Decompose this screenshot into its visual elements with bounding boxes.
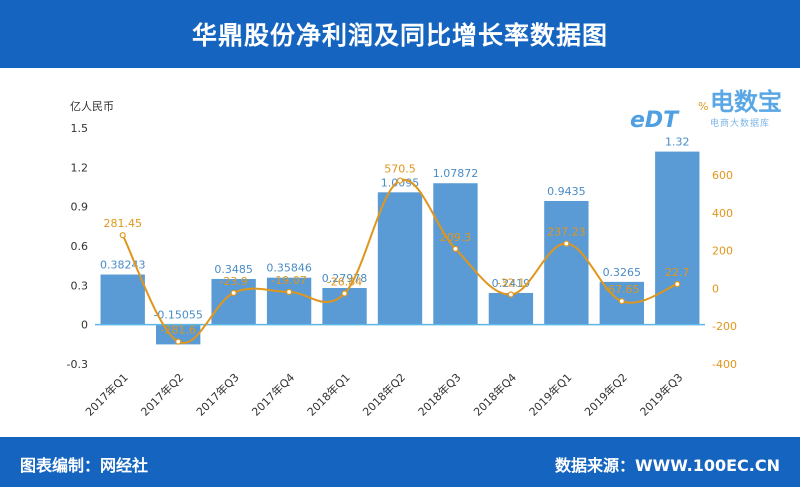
- bar: [655, 151, 700, 325]
- bar-label: 0.38243: [100, 259, 146, 272]
- line-label: -26.84: [327, 275, 362, 288]
- y-tick-left: 0.6: [71, 240, 89, 253]
- line-point: [618, 298, 625, 305]
- x-tick-label: 2019年Q2: [581, 370, 630, 419]
- x-tick-label: 2018年Q1: [304, 370, 353, 419]
- chart-title: 华鼎股份净利润及同比增长率数据图: [191, 21, 608, 50]
- line-label: -281.6: [160, 324, 195, 337]
- bar-label: -0.15055: [153, 309, 202, 322]
- bar: [433, 183, 478, 325]
- header-bar: 华鼎股份净利润及同比增长率数据图: [0, 0, 800, 68]
- logo: eDT 电数宝 电商大数据库: [630, 74, 795, 136]
- y-axis-right-title: %: [698, 100, 708, 113]
- x-tick-label: 2017年Q4: [249, 370, 298, 419]
- y-tick-left: -0.3: [67, 358, 88, 371]
- line-point: [230, 289, 237, 297]
- bar: [377, 192, 423, 325]
- y-tick-left: 0.9: [71, 201, 89, 214]
- bar-label: 0.2419: [492, 277, 531, 290]
- bar-label: 1.32: [665, 136, 690, 149]
- bar: [488, 292, 534, 325]
- x-tick-label: 2017年Q2: [138, 370, 187, 419]
- line-point: [119, 232, 126, 239]
- line-point: [396, 177, 404, 184]
- y-tick-right: 0: [712, 282, 719, 295]
- y-tick-right: 600: [712, 169, 733, 182]
- bar: [544, 200, 589, 325]
- bar: [100, 274, 145, 325]
- line-label: -23.9: [219, 275, 247, 288]
- line-label: 209.3: [440, 231, 472, 244]
- footer-source-left: 图表编制：网经社: [20, 456, 149, 475]
- line-label: 22.7: [665, 266, 690, 279]
- bar: [211, 278, 256, 325]
- logo-subtitle: 电商大数据库: [710, 119, 771, 129]
- y-tick-right: -200: [712, 320, 737, 333]
- line-label: -32.1: [497, 276, 525, 289]
- x-tick-label: 2017年Q3: [193, 370, 242, 419]
- y-tick-right: 400: [712, 207, 733, 220]
- line-point: [563, 240, 570, 247]
- line-point: [175, 338, 182, 345]
- x-tick-label: 2019年Q3: [637, 370, 686, 419]
- x-tick-label: 2018年Q3: [415, 370, 464, 419]
- logo-edt: eDT: [630, 108, 679, 133]
- y-tick-left: 0.3: [71, 279, 89, 292]
- y-tick-left: 1.5: [71, 122, 89, 135]
- y-tick-left: 0: [81, 319, 88, 332]
- x-tick-label: 2019年Q1: [526, 370, 575, 419]
- line-label: 281.45: [103, 217, 142, 230]
- line-point: [285, 288, 293, 296]
- y-tick-left: 1.2: [71, 161, 89, 174]
- line-point: [674, 281, 681, 288]
- y-axis-left-title: 亿人民币: [70, 100, 114, 113]
- line-label: 237.23: [547, 226, 586, 239]
- bar-label: 0.9435: [547, 185, 586, 198]
- line-label: 570.5: [384, 163, 416, 176]
- footer-source-right: 数据来源：WWW.100EC.CN: [554, 456, 780, 475]
- x-tick-label: 2017年Q1: [82, 370, 131, 419]
- x-tick-label: 2018年Q2: [360, 370, 409, 419]
- bar-label: 1.07872: [433, 167, 479, 180]
- y-tick-right: -400: [712, 358, 737, 371]
- line-label: -19.07: [271, 274, 306, 287]
- line-point: [452, 245, 459, 252]
- line-label: -67.65: [604, 283, 639, 296]
- line-point: [507, 291, 515, 298]
- bar: [266, 277, 312, 325]
- bar-label: 0.3265: [603, 266, 642, 279]
- y-tick-right: 200: [712, 245, 733, 258]
- logo-brand: 电数宝: [710, 88, 782, 116]
- line-point: [341, 290, 348, 297]
- bar-label: 0.35846: [266, 262, 312, 275]
- x-tick-label: 2018年Q4: [470, 370, 519, 419]
- bar-label: 0.3485: [214, 263, 253, 276]
- footer-bar: 图表编制：网经社 数据来源：WWW.100EC.CN: [0, 437, 800, 487]
